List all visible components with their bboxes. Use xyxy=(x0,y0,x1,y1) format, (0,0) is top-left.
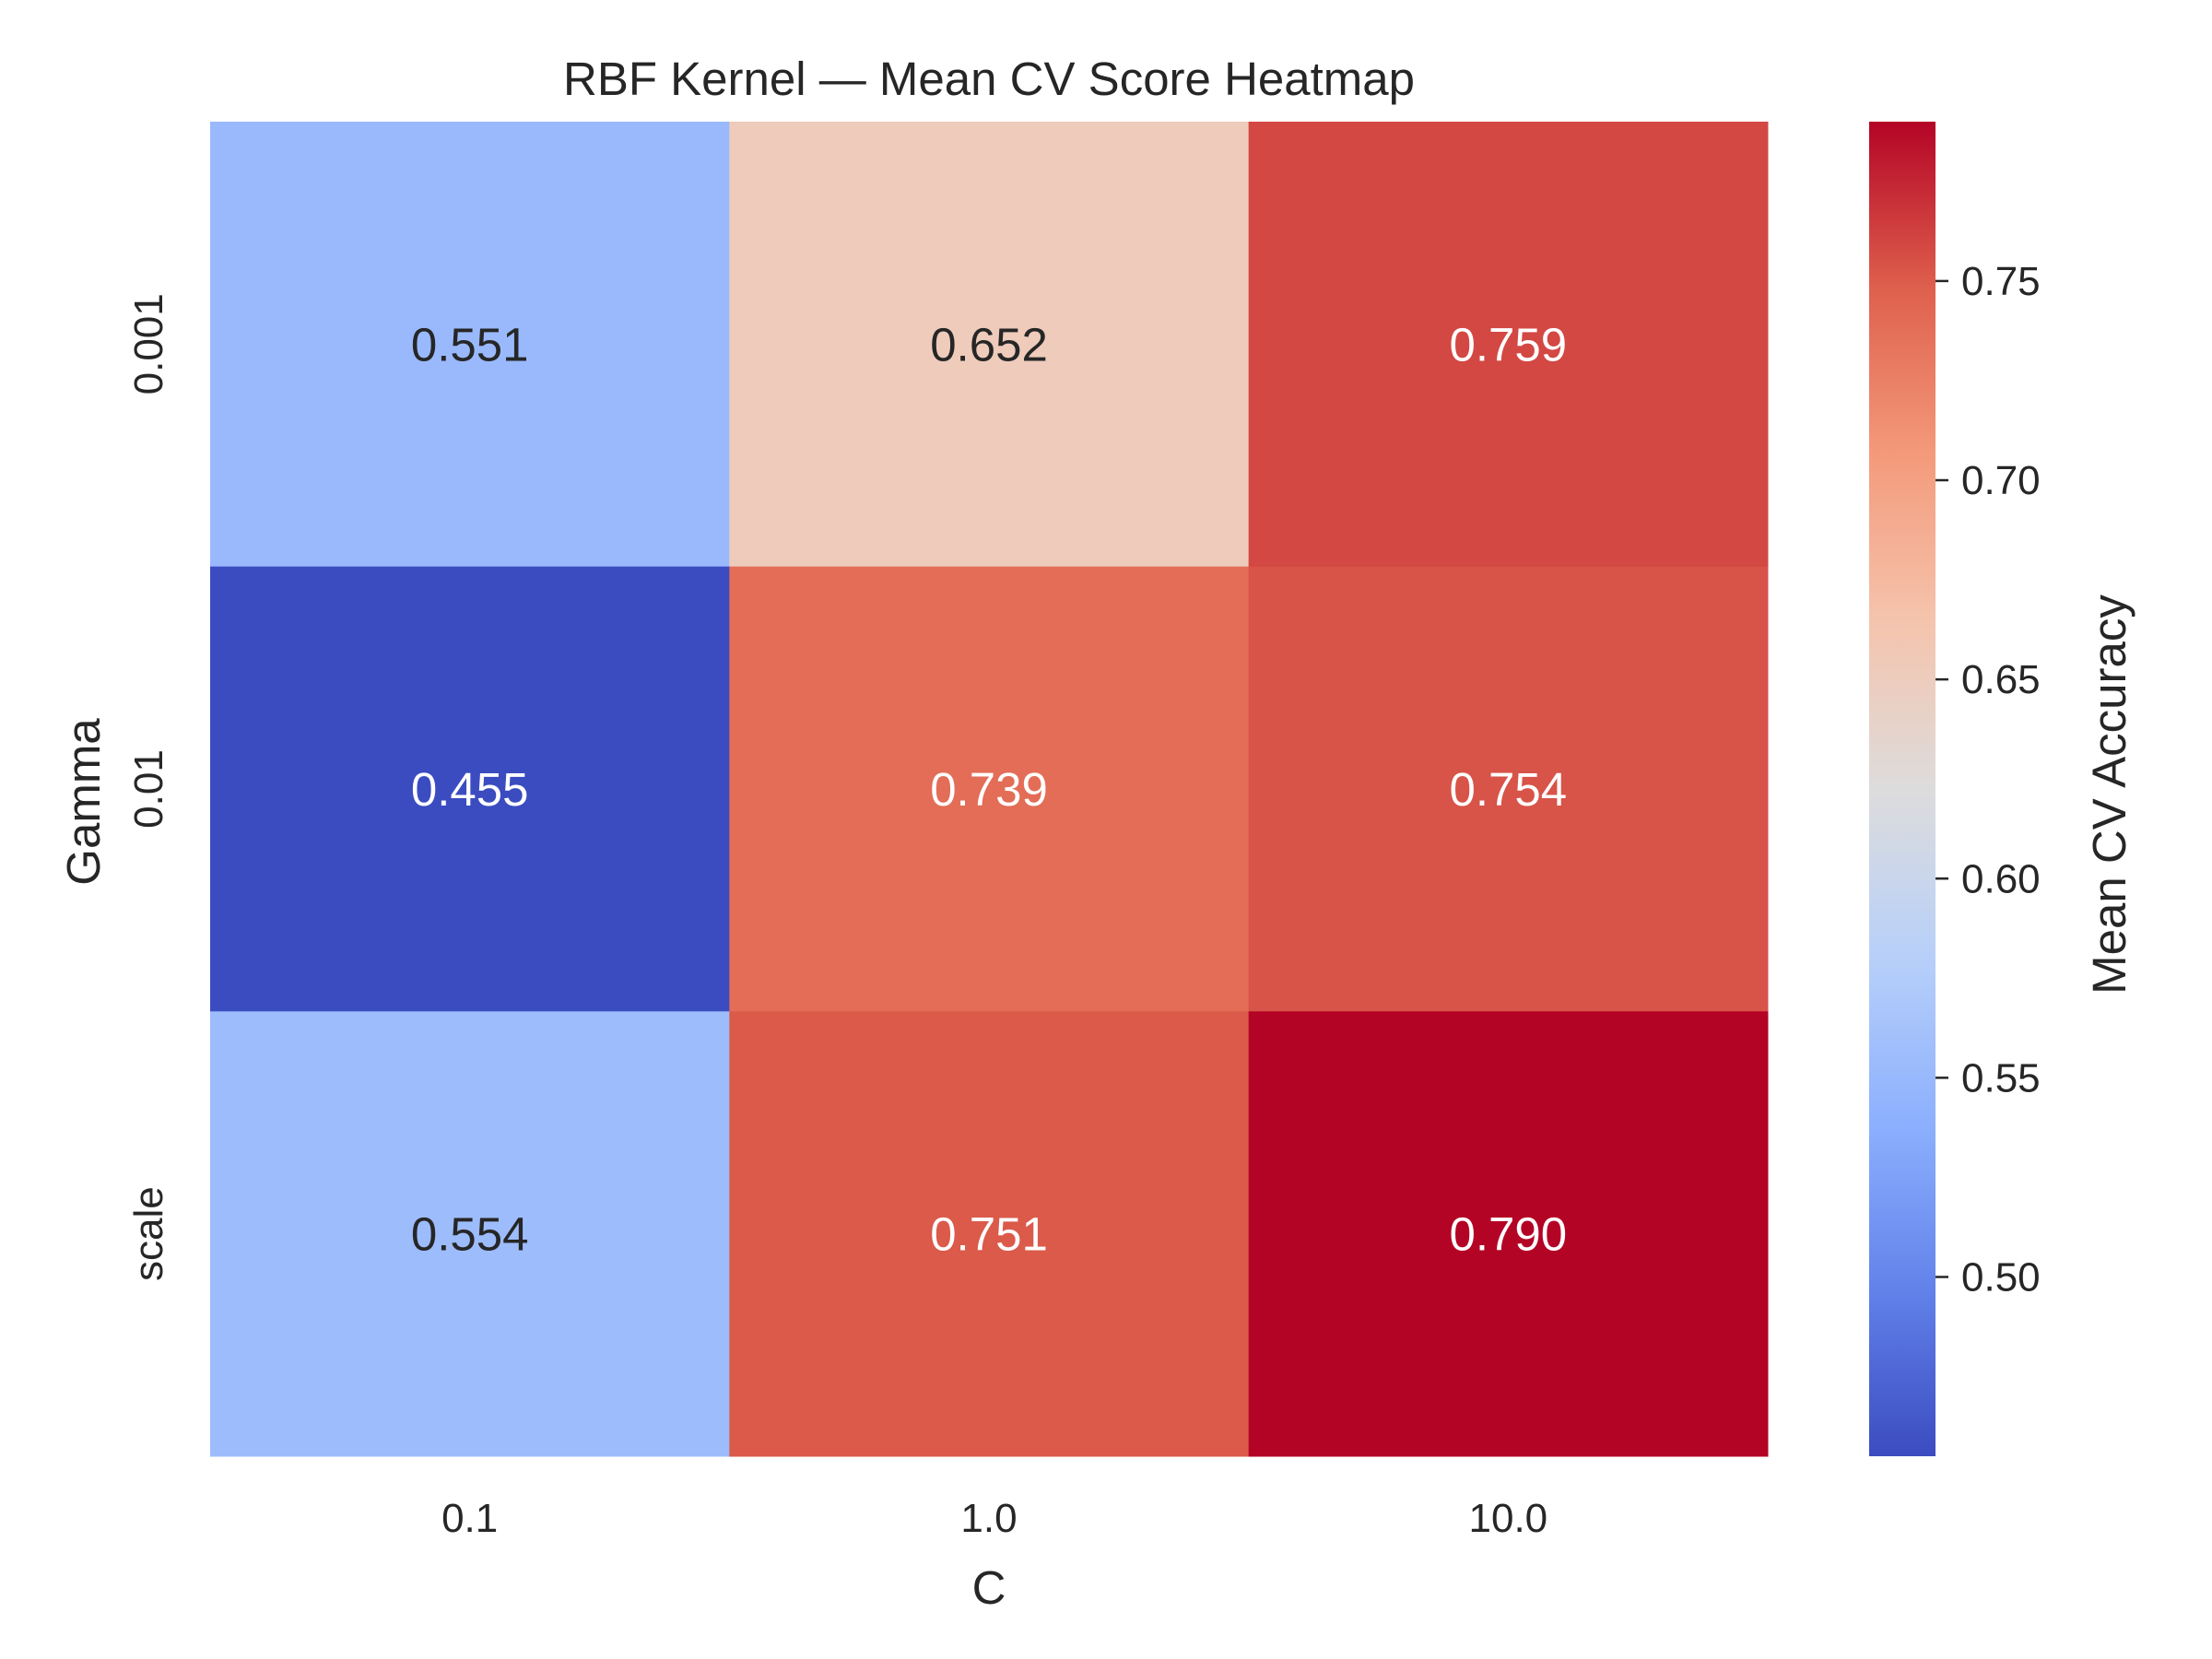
heatmap-cell xyxy=(729,1011,1250,1457)
colorbar-tick-label: 0.70 xyxy=(1961,458,2041,503)
colorbar-tick-label: 0.60 xyxy=(1961,856,2041,901)
colorbar-tick-label: 0.50 xyxy=(1961,1254,2041,1300)
cell-value-label: 0.455 xyxy=(411,763,529,816)
colorbar: 0.50 0.55 0.60 0.65 0.70 0.75 xyxy=(1869,122,2041,1456)
chart-title: RBF Kernel — Mean CV Score Heatmap xyxy=(563,53,1415,105)
y-axis-ticks: 0.001 0.01 scale xyxy=(126,293,171,1281)
heatmap-cell xyxy=(210,122,730,568)
cell-value-label: 0.554 xyxy=(411,1208,529,1261)
x-tick-label: 1.0 xyxy=(960,1496,1017,1541)
x-axis-label: C xyxy=(972,1561,1006,1614)
y-tick-label: 0.01 xyxy=(126,749,171,829)
cell-value-label: 0.759 xyxy=(1450,318,1568,371)
heatmap-cell xyxy=(210,566,730,1012)
y-axis-label: Gamma xyxy=(57,718,110,886)
y-tick-label: scale xyxy=(126,1186,171,1281)
colorbar-gradient xyxy=(1869,122,1936,1456)
colorbar-tick-label: 0.75 xyxy=(1961,259,2041,304)
x-axis-ticks: 0.1 1.0 10.0 xyxy=(441,1496,1547,1541)
cell-value-label: 0.652 xyxy=(930,318,1048,371)
heatmap-cell xyxy=(210,1011,730,1457)
heatmap-cell xyxy=(1248,1011,1769,1457)
cell-value-label: 0.551 xyxy=(411,318,529,371)
heatmap-cell xyxy=(1248,566,1769,1012)
cell-value-label: 0.754 xyxy=(1450,763,1568,816)
colorbar-label: Mean CV Accuracy xyxy=(2083,594,2136,994)
colorbar-tick-label: 0.55 xyxy=(1961,1055,2041,1100)
heatmap-cell xyxy=(1248,122,1769,568)
cell-value-label: 0.739 xyxy=(930,763,1048,816)
colorbar-tick-label: 0.65 xyxy=(1961,657,2041,702)
heatmap-cell xyxy=(729,122,1250,568)
heatmap-cells: 0.551 0.652 0.759 0.455 0.739 0.754 0.554 0.751… xyxy=(210,122,1769,1457)
x-tick-label: 10.0 xyxy=(1469,1496,1548,1541)
heatmap-cell xyxy=(729,566,1250,1012)
y-tick-label: 0.001 xyxy=(126,293,171,394)
x-tick-label: 0.1 xyxy=(441,1496,498,1541)
cell-value-label: 0.751 xyxy=(930,1208,1048,1261)
cell-value-label: 0.790 xyxy=(1450,1208,1568,1261)
